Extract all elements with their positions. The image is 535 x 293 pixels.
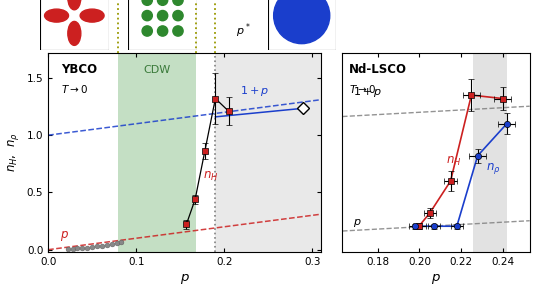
Text: CDW: CDW [144,65,171,75]
Circle shape [274,0,330,44]
Text: Nd-LSCO: Nd-LSCO [349,63,407,76]
Text: $n_H$: $n_H$ [446,155,462,168]
Text: $p$: $p$ [60,229,70,243]
Ellipse shape [68,21,81,45]
Circle shape [157,0,168,5]
Bar [473,53,507,252]
X-axis label: $p$: $p$ [431,272,441,286]
Bar [216,53,321,252]
Text: $p$: $p$ [353,217,361,229]
X-axis label: $p$: $p$ [180,272,189,286]
Ellipse shape [68,0,81,10]
Ellipse shape [80,9,104,22]
Circle shape [142,11,152,21]
Circle shape [157,26,168,36]
Circle shape [173,11,183,21]
Text: YBCO: YBCO [62,63,97,76]
Circle shape [142,0,152,5]
Text: $1+p$: $1+p$ [353,85,382,99]
Text: $p^*$: $p^*$ [236,21,251,40]
Text: $n_\rho$: $n_\rho$ [486,161,501,176]
FancyBboxPatch shape [40,0,109,50]
Text: $1+p$: $1+p$ [240,84,269,98]
Y-axis label: $n_H$,  $n_\rho$: $n_H$, $n_\rho$ [6,132,21,172]
Ellipse shape [44,9,68,22]
Circle shape [157,11,168,21]
FancyBboxPatch shape [128,0,197,50]
FancyBboxPatch shape [268,0,336,50]
Circle shape [173,0,183,5]
Bar [118,53,196,252]
Text: $T \rightarrow 0$: $T \rightarrow 0$ [62,83,88,95]
Text: $n_H$: $n_H$ [203,170,218,183]
Circle shape [142,26,152,36]
Text: $T \rightarrow 0$: $T \rightarrow 0$ [349,83,376,95]
Circle shape [173,26,183,36]
